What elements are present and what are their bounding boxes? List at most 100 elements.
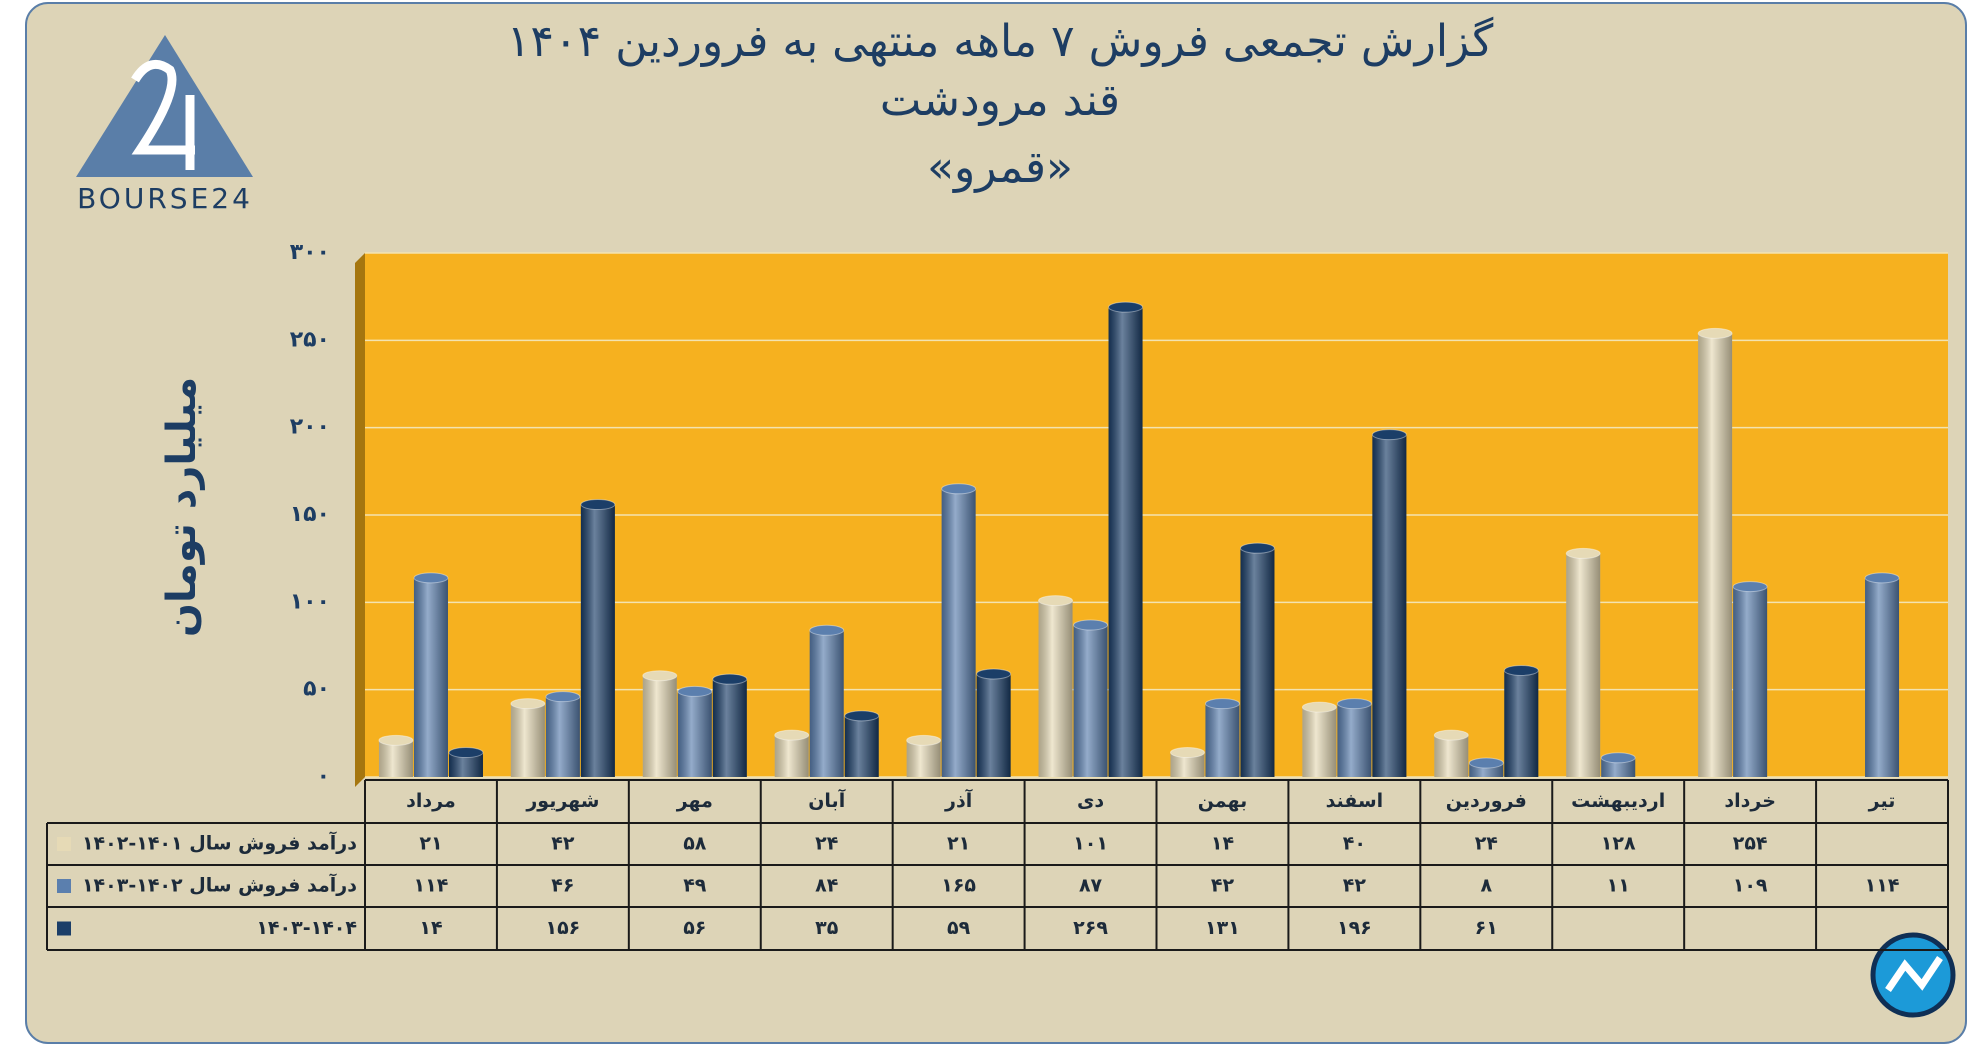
data-label: ۲۴: [1475, 833, 1498, 855]
bar-cap: [1204, 698, 1240, 710]
bar-cap: [677, 685, 713, 697]
bar-shade: [1337, 703, 1372, 777]
data-label: ۱۱۴: [1865, 875, 1900, 897]
bar-shade: [1372, 434, 1407, 777]
bar-shade: [642, 675, 677, 777]
x-tick-label: مهر: [676, 790, 713, 812]
bar-cap: [976, 668, 1012, 680]
bar-cap: [1468, 757, 1504, 769]
bar-shade: [774, 735, 809, 777]
bar-cap: [844, 710, 880, 722]
data-label: ۸۷: [1079, 875, 1103, 897]
corner-icon-arrow: [1885, 956, 1943, 992]
data-label: ۱۱۴: [414, 875, 449, 897]
data-label: ۲۵۴: [1733, 833, 1768, 855]
x-tick-label: مرداد: [406, 790, 456, 812]
bar-shade: [844, 715, 879, 777]
data-label: ۱۵۶: [545, 917, 580, 939]
bar-shade: [1566, 553, 1601, 777]
bar-shade: [378, 740, 413, 777]
bar-shade: [1038, 600, 1073, 777]
y-tick-label: ۵۰: [303, 677, 330, 702]
data-label: ۱۲۸: [1601, 833, 1636, 855]
bar-cap: [510, 698, 546, 710]
data-label: ۵۸: [683, 833, 707, 855]
data-label: ۱۹۶: [1337, 917, 1372, 939]
data-label: ۱۶۵: [941, 875, 976, 897]
data-label: ۴۹: [683, 875, 707, 897]
bar-cap: [545, 691, 581, 703]
x-tick-label: آبان: [808, 788, 845, 812]
legend-label: ۱۴۰۳-۱۴۰۴: [256, 917, 357, 939]
chart-title: گزارش تجمعی فروش ۷ ماهه منتهی به فروردین…: [507, 16, 1494, 67]
bar-cap: [1864, 572, 1900, 584]
bar-cap: [1038, 595, 1074, 607]
data-label: ۱۰۹: [1733, 875, 1768, 897]
x-tick-label: بهمن: [1198, 790, 1248, 812]
bar-cap: [1503, 664, 1539, 676]
legend-swatch: [57, 879, 71, 893]
bar-shade: [1302, 707, 1337, 777]
bar-cap: [1732, 581, 1768, 593]
x-tick-label: اسفند: [1326, 790, 1384, 812]
data-label: ۲۱: [947, 833, 970, 855]
data-label: ۲۴: [815, 833, 838, 855]
y-axis-label: میلیارد تومان: [159, 377, 205, 637]
data-label: ۱۴: [1211, 833, 1234, 855]
bar-cap: [1108, 301, 1144, 313]
data-label: ۴۰: [1343, 833, 1366, 855]
bar-shade: [1240, 548, 1275, 777]
data-label: ۸۴: [815, 875, 838, 897]
bar-cap: [1371, 429, 1407, 441]
data-label: ۱۳۱: [1205, 917, 1240, 939]
bar-shade: [545, 696, 580, 777]
bar-cap: [1169, 747, 1205, 759]
data-label: ۵۹: [947, 917, 971, 939]
bar-shade: [1434, 735, 1469, 777]
y-tick-label: ۲۰۰: [290, 415, 330, 440]
bar-cap: [1600, 752, 1636, 764]
bar-cap: [1433, 729, 1469, 741]
bar-shade: [1601, 757, 1636, 777]
y-tick-label: ۰: [317, 764, 330, 789]
logo-text: BOURSE24: [77, 182, 253, 215]
bar-cap: [1565, 547, 1601, 559]
data-label: ۵۶: [683, 917, 706, 939]
bar-shade: [941, 488, 976, 777]
legend-swatch: [57, 837, 71, 851]
bar-cap: [580, 499, 616, 511]
bar-cap: [378, 734, 414, 746]
bar-cap: [809, 624, 845, 636]
x-tick-label: شهریور: [525, 790, 599, 812]
bar-shade: [580, 504, 615, 777]
data-label: ۴۲: [1211, 875, 1235, 897]
x-tick-label: دی: [1077, 790, 1104, 812]
bar-cap: [906, 734, 942, 746]
y-tick-label: ۳۰۰: [290, 240, 330, 265]
x-tick-label: خرداد: [1724, 790, 1776, 812]
legend-label: درآمد فروش سال ۱۴۰۲-۱۴۰۳: [82, 873, 357, 897]
bar-shade: [906, 740, 941, 777]
bar-shade: [712, 679, 747, 777]
bar-shade: [677, 691, 712, 777]
bar-shade: [510, 703, 545, 777]
x-tick-label: اردیبهشت: [1571, 790, 1665, 812]
bar-shade: [1504, 670, 1539, 777]
plot-wall: [355, 253, 365, 787]
data-label: ۱۱: [1607, 875, 1630, 897]
bar-shade: [976, 673, 1011, 777]
data-label: ۶۱: [1475, 917, 1498, 939]
x-tick-label: فروردین: [1446, 790, 1527, 812]
chart-subtitle: «قمرو»: [927, 142, 1073, 193]
bar-shade: [1108, 307, 1143, 777]
data-label: ۲۱: [419, 833, 442, 855]
x-tick-label: آذر: [944, 788, 973, 812]
bar-shade: [1205, 703, 1240, 777]
bar-cap: [1336, 698, 1372, 710]
data-label: ۴۶: [551, 875, 574, 897]
bar-cap: [941, 483, 977, 495]
y-tick-label: ۱۰۰: [290, 589, 330, 614]
x-tick-label: تیر: [1868, 790, 1896, 812]
bar-cap: [448, 747, 484, 759]
